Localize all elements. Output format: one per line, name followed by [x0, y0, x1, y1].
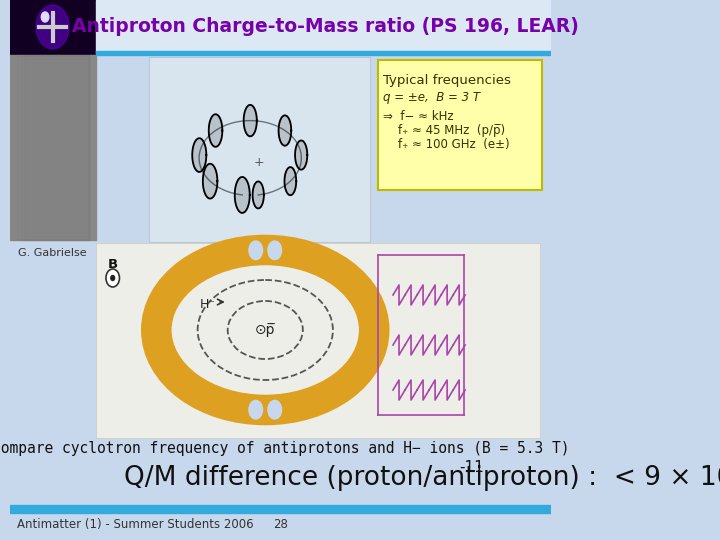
Bar [378, 60, 542, 190]
Text: +: + [254, 157, 264, 170]
Bar [21, 55, 89, 240]
Bar [96, 0, 551, 53]
Text: ⇒  f− ≈ kHz: ⇒ f− ≈ kHz [383, 110, 454, 123]
Text: Compare cyclotron frequency of antiprotons and H− ions (B = 5.3 T): Compare cyclotron frequency of antiproto… [0, 441, 569, 456]
Text: q = ±e,  B = 3 T: q = ±e, B = 3 T [383, 91, 480, 104]
Polygon shape [279, 116, 292, 146]
Text: f₊ ≈ 45 MHz  (p/p̅): f₊ ≈ 45 MHz (p/p̅) [383, 124, 505, 137]
Bar [24, 55, 89, 240]
Polygon shape [209, 114, 222, 147]
Circle shape [36, 5, 69, 49]
Text: ⊙p̅: ⊙p̅ [255, 323, 276, 337]
Bar [10, 0, 96, 55]
Text: Antiproton Charge-to-Mass ratio (PS 196, LEAR): Antiproton Charge-to-Mass ratio (PS 196,… [72, 17, 579, 36]
Text: H⁻: H⁻ [199, 298, 216, 310]
Circle shape [106, 269, 120, 287]
Polygon shape [295, 140, 307, 170]
Ellipse shape [248, 240, 264, 260]
Text: 28: 28 [273, 518, 288, 531]
Text: Antimatter (1) - Summer Students 2006: Antimatter (1) - Summer Students 2006 [17, 518, 254, 531]
Bar [149, 57, 371, 242]
Polygon shape [235, 177, 250, 213]
Polygon shape [253, 181, 264, 208]
Bar [10, 55, 96, 240]
Ellipse shape [267, 240, 282, 260]
Bar [96, 243, 539, 438]
Ellipse shape [267, 400, 282, 420]
Text: G. Gabrielse: G. Gabrielse [18, 248, 87, 258]
Text: Typical frequencies: Typical frequencies [383, 74, 511, 87]
Polygon shape [284, 167, 296, 195]
Circle shape [111, 275, 114, 280]
Text: Q/M difference (proton/antiproton) :  < 9 × 10: Q/M difference (proton/antiproton) : < 9… [124, 465, 720, 491]
Text: B: B [108, 258, 118, 271]
Polygon shape [192, 138, 207, 172]
Ellipse shape [248, 400, 264, 420]
Bar [10, 505, 551, 513]
Text: f₊ ≈ 100 GHz  (e±): f₊ ≈ 100 GHz (e±) [383, 138, 510, 151]
Circle shape [41, 12, 49, 22]
Bar [96, 51, 551, 55]
Bar [14, 55, 89, 240]
Polygon shape [243, 105, 257, 136]
Bar [17, 55, 89, 240]
Text: -11: -11 [459, 461, 484, 476]
Polygon shape [203, 164, 217, 199]
Bar [10, 55, 89, 240]
